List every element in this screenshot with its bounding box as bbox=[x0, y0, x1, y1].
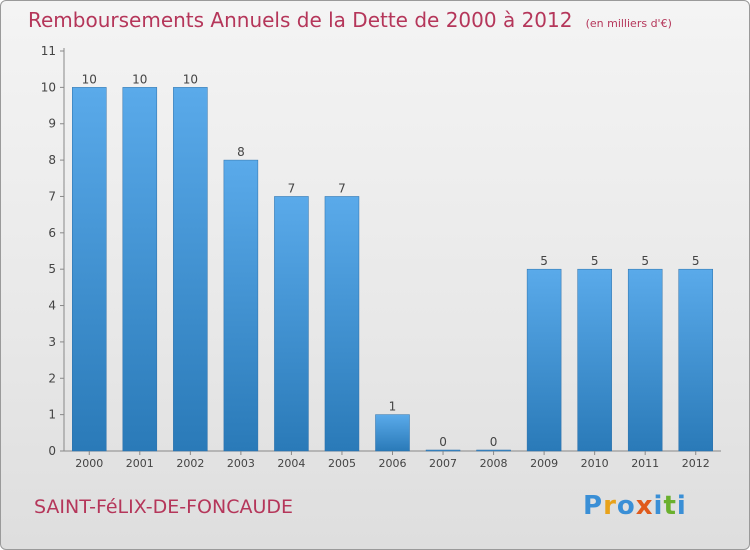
chart-title-unit: (en milliers d'€) bbox=[585, 17, 672, 30]
bar-2010 bbox=[577, 268, 612, 452]
proxiti-logo: Proxiti bbox=[583, 491, 687, 521]
data-label: 7 bbox=[288, 181, 296, 195]
x-tick-label: 2010 bbox=[581, 457, 609, 470]
y-tick-label: 9 bbox=[48, 117, 56, 131]
chart-title-main: Remboursements Annuels de la Dette de 20… bbox=[28, 8, 573, 32]
y-tick-label: 1 bbox=[48, 408, 56, 422]
x-tick-label: 2002 bbox=[176, 457, 204, 470]
bar-2001 bbox=[122, 87, 158, 452]
y-tick-label: 6 bbox=[48, 226, 56, 240]
logo-letter: i bbox=[653, 491, 664, 521]
y-tick-label: 7 bbox=[48, 189, 56, 203]
data-label: 5 bbox=[692, 254, 700, 268]
logo-letter: t bbox=[663, 491, 677, 521]
y-tick-label: 3 bbox=[48, 335, 56, 349]
chart-axes bbox=[63, 48, 721, 452]
data-label: 5 bbox=[540, 254, 548, 268]
data-label: 7 bbox=[338, 181, 346, 195]
chart-y-ticks: 0 1 2 3 4 5 6 7 8 9 10 11 bbox=[41, 44, 64, 458]
logo-letter: r bbox=[603, 491, 617, 521]
bar-2007 bbox=[425, 449, 461, 452]
bar-2012 bbox=[678, 268, 713, 452]
y-tick-label: 0 bbox=[48, 444, 56, 458]
x-tick-label: 2011 bbox=[631, 457, 659, 470]
data-label: 8 bbox=[237, 145, 245, 159]
logo-letter: x bbox=[635, 491, 654, 521]
data-label: 0 bbox=[490, 435, 498, 449]
chart-title: Remboursements Annuels de la Dette de 20… bbox=[28, 8, 672, 32]
y-tick-label: 2 bbox=[48, 371, 56, 385]
y-tick-label: 10 bbox=[41, 80, 56, 94]
data-label: 10 bbox=[82, 72, 97, 86]
bar-2003 bbox=[223, 159, 259, 452]
data-label: 10 bbox=[183, 72, 198, 86]
x-tick-label: 2009 bbox=[530, 457, 558, 470]
data-label: 10 bbox=[132, 72, 147, 86]
x-tick-label: 2007 bbox=[429, 457, 457, 470]
data-label: 5 bbox=[641, 254, 649, 268]
data-label: 1 bbox=[389, 400, 397, 414]
data-label: 5 bbox=[591, 254, 599, 268]
y-tick-label: 5 bbox=[48, 262, 56, 276]
chart-bars bbox=[72, 87, 713, 452]
logo-letter: i bbox=[676, 491, 687, 521]
bar-2011 bbox=[627, 268, 663, 452]
y-tick-label: 4 bbox=[48, 299, 56, 313]
x-tick-label: 2005 bbox=[328, 457, 356, 470]
x-tick-label: 2012 bbox=[682, 457, 710, 470]
x-tick-label: 2004 bbox=[277, 457, 305, 470]
logo-letter: o bbox=[616, 491, 636, 521]
x-tick-label: 2001 bbox=[126, 457, 154, 470]
y-tick-label: 8 bbox=[48, 153, 56, 167]
x-tick-label: 2003 bbox=[227, 457, 255, 470]
y-tick-label: 11 bbox=[41, 44, 56, 58]
chart-x-labels: 2000 2001 2002 2003 2004 2005 2006 2007 2008 2009… bbox=[75, 451, 710, 470]
bar-2008 bbox=[476, 449, 511, 452]
x-tick-label: 2006 bbox=[379, 457, 407, 470]
bar-2006 bbox=[375, 414, 410, 452]
bar-2004 bbox=[274, 196, 309, 452]
bar-2002 bbox=[173, 87, 208, 452]
bar-2000 bbox=[72, 87, 107, 452]
x-tick-label: 2000 bbox=[75, 457, 103, 470]
data-label: 0 bbox=[439, 435, 447, 449]
commune-name: SAINT-FéLIX-DE-FONCAUDE bbox=[34, 496, 294, 518]
logo-letter: P bbox=[583, 491, 604, 521]
bar-2005 bbox=[324, 196, 360, 452]
bar-2009 bbox=[526, 268, 562, 452]
x-tick-label: 2008 bbox=[480, 457, 508, 470]
